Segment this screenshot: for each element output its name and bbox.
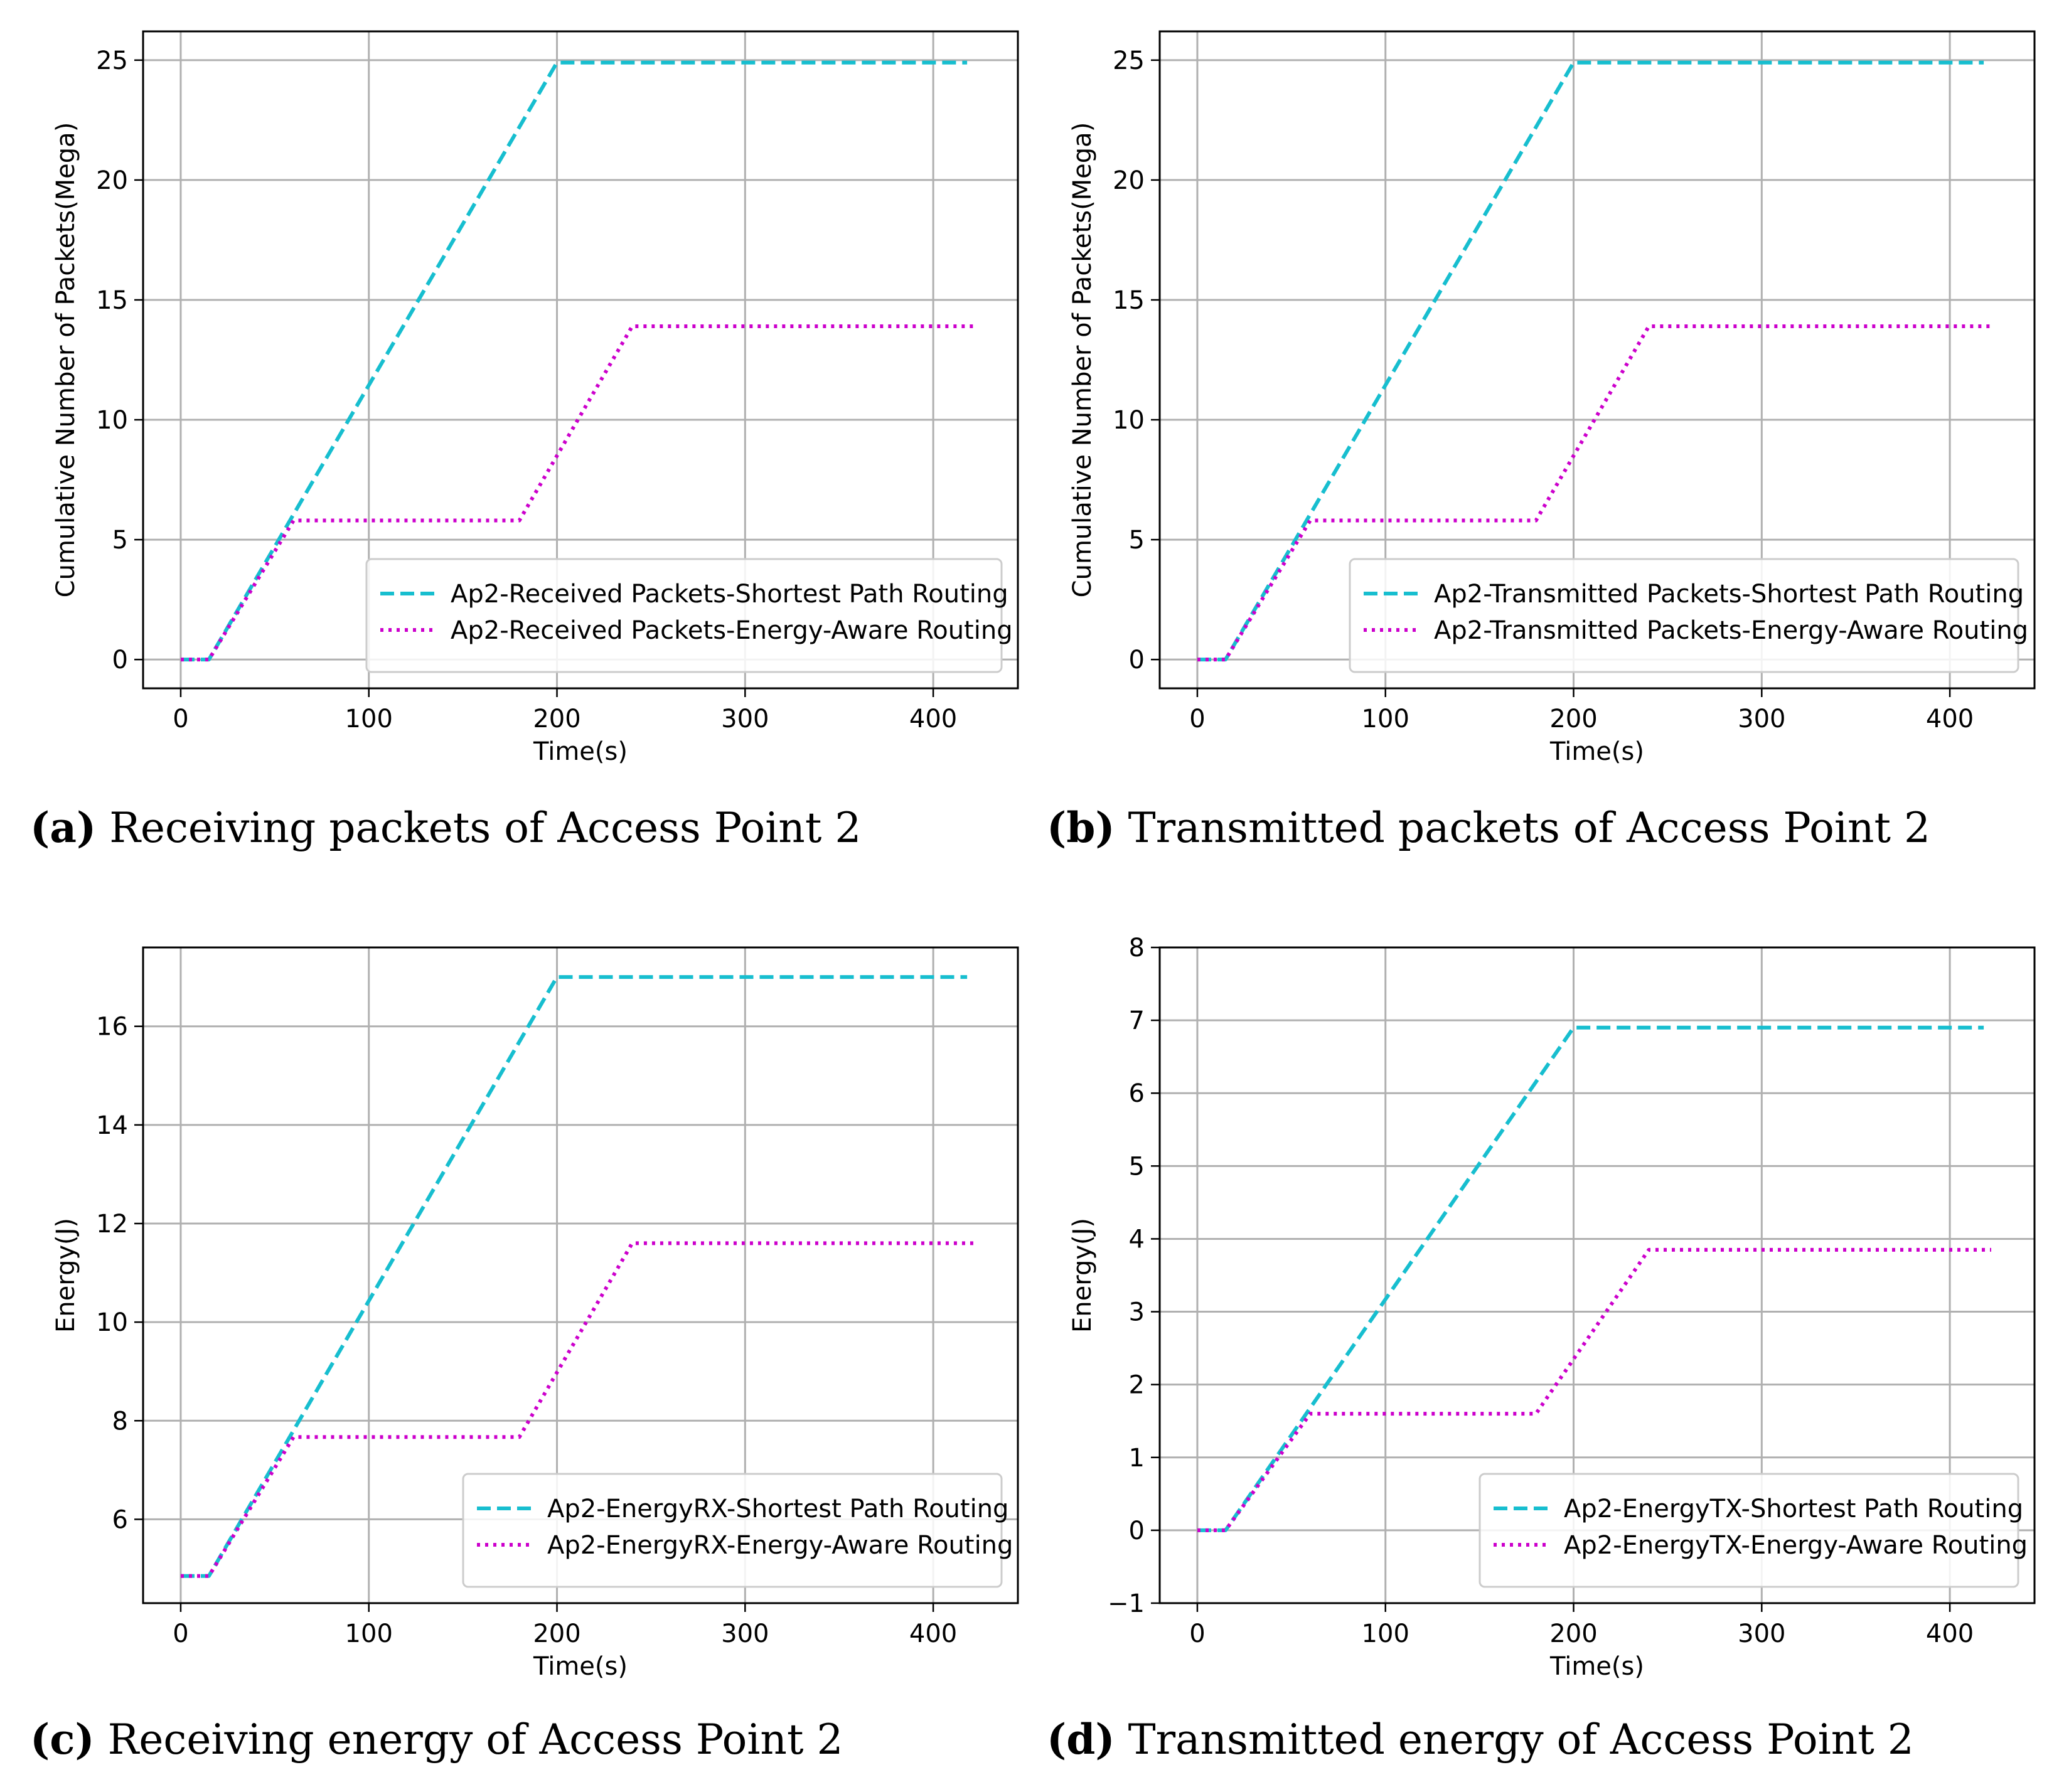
- caption-a-label: (a): [30, 803, 97, 852]
- x-tick-label: 300: [1738, 705, 1785, 733]
- x-tick-label: 300: [721, 705, 769, 733]
- y-tick-label: 10: [1113, 406, 1145, 435]
- caption-d: (d) Transmitted energy of Access Point 2: [1047, 1715, 1914, 1764]
- x-tick-label: 300: [1738, 1619, 1785, 1648]
- legend-label-1: Ap2-Transmitted Packets-Shortest Path Ro…: [1434, 580, 2024, 609]
- x-tick-label: 200: [533, 705, 580, 733]
- series-line-1: [1197, 60, 1984, 662]
- y-tick-label: 25: [96, 46, 128, 75]
- x-tick-label: 100: [1362, 1619, 1409, 1648]
- legend-label-1: Ap2-EnergyRX-Shortest Path Routing: [547, 1495, 1008, 1523]
- y-tick-label: 3: [1129, 1298, 1145, 1327]
- series-line-2: [181, 324, 975, 662]
- series-line-2: [181, 1241, 975, 1578]
- x-tick-label: 0: [173, 705, 188, 733]
- caption-a: (a) Receiving packets of Access Point 2: [30, 803, 861, 852]
- y-tick-label: 1: [1129, 1444, 1145, 1473]
- x-tick-label: 100: [345, 705, 393, 733]
- chart-b: 0 100 200 300 400 0 5 10 15 20 25 Time(s) Cumulative…: [1068, 30, 2036, 766]
- y-tick-label: 8: [1129, 934, 1145, 963]
- series-line-2: [1197, 1247, 1991, 1532]
- y-tick-label: 20: [1113, 166, 1145, 195]
- y-axis-label: Cumulative Number of Packets(Mega): [1068, 122, 1097, 598]
- series-line-1: [181, 60, 968, 662]
- y-axis-label: Cumulative Number of Packets(Mega): [51, 122, 80, 598]
- y-tick-label: 8: [112, 1407, 128, 1436]
- caption-c-text: Receiving energy of Access Point 2: [107, 1715, 843, 1764]
- y-tick-label: 0: [1129, 646, 1145, 675]
- caption-b-label: (b): [1047, 803, 1115, 852]
- legend-label-2: Ap2-Transmitted Packets-Energy-Aware Rou…: [1434, 616, 2028, 645]
- x-axis-label: Time(s): [533, 737, 628, 766]
- series-line-1: [181, 975, 968, 1578]
- y-tick-label: 0: [1129, 1517, 1145, 1545]
- x-axis-label: Time(s): [1549, 1652, 1644, 1681]
- y-tick-label: 5: [1129, 526, 1145, 555]
- series-line-1: [1197, 1025, 1984, 1532]
- plot-frame: [1158, 30, 2036, 690]
- x-tick-label: 400: [909, 705, 957, 733]
- legend-box: [462, 1473, 1003, 1588]
- legend-box: [1349, 558, 2019, 673]
- plot-frame: [1158, 946, 2036, 1604]
- caption-d-text: Transmitted energy of Access Point 2: [1128, 1715, 1914, 1764]
- y-tick-label: 6: [1129, 1079, 1145, 1108]
- x-tick-label: 0: [1189, 1619, 1205, 1648]
- y-tick-label: 12: [96, 1210, 128, 1239]
- y-tick-label: 4: [1129, 1225, 1145, 1254]
- y-axis-label: Energy(J): [1068, 1218, 1097, 1333]
- chart-a: 0 100 200 300 400 0 5 10 15 20 25 Time(s) Cumulative…: [51, 30, 1019, 766]
- x-tick-label: 300: [721, 1619, 769, 1648]
- y-tick-label: 20: [96, 166, 128, 195]
- legend-label-2: Ap2-EnergyRX-Energy-Aware Routing: [547, 1531, 1013, 1560]
- x-tick-label: 400: [1926, 1619, 1974, 1648]
- chart-c: 0 100 200 300 400 6 8 10 12 14 16 Time(s) Energy(J) A…: [51, 946, 1019, 1681]
- caption-c: (c) Receiving energy of Access Point 2: [30, 1715, 843, 1764]
- y-tick-label: −1: [1108, 1589, 1145, 1618]
- legend-box: [1478, 1473, 2019, 1588]
- x-tick-label: 200: [1549, 1619, 1597, 1648]
- y-tick-label: 6: [112, 1505, 128, 1534]
- x-tick-label: 0: [173, 1619, 188, 1648]
- y-tick-label: 25: [1113, 46, 1145, 75]
- x-axis-label: Time(s): [533, 1652, 628, 1681]
- caption-a-text: Receiving packets of Access Point 2: [109, 804, 862, 852]
- y-tick-label: 0: [112, 646, 128, 675]
- y-tick-label: 16: [96, 1013, 128, 1042]
- x-tick-label: 0: [1189, 705, 1205, 733]
- caption-d-label: (d): [1047, 1715, 1115, 1764]
- y-tick-label: 10: [96, 406, 128, 435]
- caption-b-text: Transmitted packets of Access Point 2: [1128, 804, 1930, 852]
- x-tick-label: 100: [1362, 705, 1409, 733]
- y-tick-label: 14: [96, 1111, 128, 1140]
- x-axis-label: Time(s): [1549, 737, 1644, 766]
- legend-label-1: Ap2-Received Packets-Shortest Path Routi…: [451, 580, 1008, 609]
- plot-frame: [142, 30, 1019, 690]
- x-tick-label: 200: [1549, 705, 1597, 733]
- caption-c-label: (c): [30, 1715, 95, 1764]
- x-tick-label: 100: [345, 1619, 393, 1648]
- y-tick-label: 2: [1129, 1371, 1145, 1400]
- x-tick-label: 400: [1926, 705, 1974, 733]
- x-tick-label: 400: [909, 1619, 957, 1648]
- caption-b: (b) Transmitted packets of Access Point …: [1047, 803, 1930, 852]
- y-axis-label: Energy(J): [51, 1218, 80, 1333]
- y-tick-label: 10: [96, 1308, 128, 1337]
- legend-label-1: Ap2-EnergyTX-Shortest Path Routing: [1564, 1495, 2023, 1523]
- legend-label-2: Ap2-EnergyTX-Energy-Aware Routing: [1564, 1531, 2028, 1560]
- y-tick-label: 7: [1129, 1006, 1145, 1035]
- x-tick-label: 200: [533, 1619, 580, 1648]
- y-tick-label: 5: [1129, 1152, 1145, 1181]
- y-tick-label: 15: [96, 286, 128, 315]
- chart-d: 0 100 200 300 400 −1 0 1 2 3 4 5 6 7 8 Time(s) Energy(J)…: [1068, 934, 2036, 1681]
- y-tick-label: 15: [1113, 286, 1145, 315]
- plot-frame: [142, 946, 1019, 1604]
- legend-box: [365, 558, 1003, 673]
- series-line-2: [1197, 324, 1991, 662]
- legend-label-2: Ap2-Received Packets-Energy-Aware Routin…: [451, 616, 1013, 645]
- y-tick-label: 5: [112, 526, 128, 555]
